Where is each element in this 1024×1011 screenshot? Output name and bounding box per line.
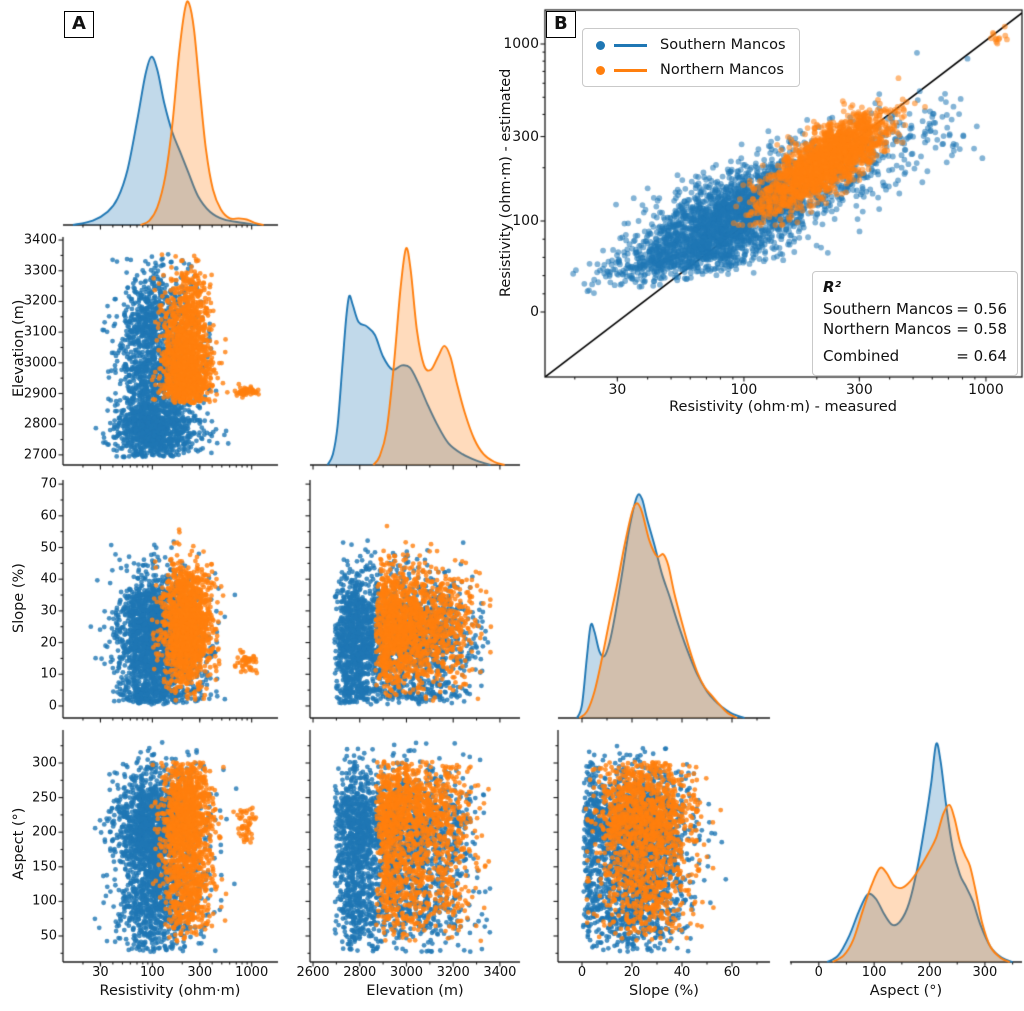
legend-label: Southern Mancos <box>660 37 786 53</box>
r2-row-combined: Combined = 0.64 <box>823 347 1007 365</box>
r2-value: = 0.58 <box>956 320 1007 338</box>
legend-line-icon <box>614 43 647 47</box>
r2-label: Southern Mancos <box>823 300 953 318</box>
y-axis-title-slope: Slope (%) <box>11 563 27 633</box>
x-axis-title-slope: Slope (%) <box>629 983 699 999</box>
legend-entry-northern: Northern Mancos <box>596 62 786 78</box>
panel-b-label: B <box>546 11 576 38</box>
legend-entry-southern: Southern Mancos <box>596 37 786 53</box>
r2-row-northern: Northern Mancos = 0.58 <box>823 320 1007 338</box>
r2-value: = 0.64 <box>956 347 1007 365</box>
x-axis-title-elevation: Elevation (m) <box>366 983 464 999</box>
panel-b-x-axis-title: Resistivity (ohm·m) - measured <box>669 399 897 415</box>
r2-title: R² <box>823 278 842 296</box>
legend-label: Northern Mancos <box>660 62 784 78</box>
y-axis-title-aspect: Aspect (°) <box>11 807 27 880</box>
legend: Southern Mancos Northern Mancos <box>582 28 800 87</box>
r2-label: Combined <box>823 347 900 365</box>
y-axis-title-elevation: Elevation (m) <box>11 299 27 397</box>
legend-marker-icon <box>596 65 605 75</box>
r2-label: Northern Mancos <box>823 320 952 338</box>
panel-a-label: A <box>64 11 94 38</box>
legend-marker-icon <box>596 40 605 50</box>
panel-b-y-axis-title: Resistivity (ohm·m) - estimated <box>498 68 514 297</box>
r2-row-southern: Southern Mancos = 0.56 <box>823 300 1007 318</box>
legend-line-icon <box>614 68 647 72</box>
r2-stats-box: R² Southern Mancos = 0.56 Northern Manco… <box>812 271 1018 376</box>
x-axis-title-resistivity: Resistivity (ohm·m) <box>99 983 241 999</box>
r2-value: = 0.56 <box>956 300 1007 318</box>
x-axis-title-aspect: Aspect (°) <box>869 983 943 999</box>
